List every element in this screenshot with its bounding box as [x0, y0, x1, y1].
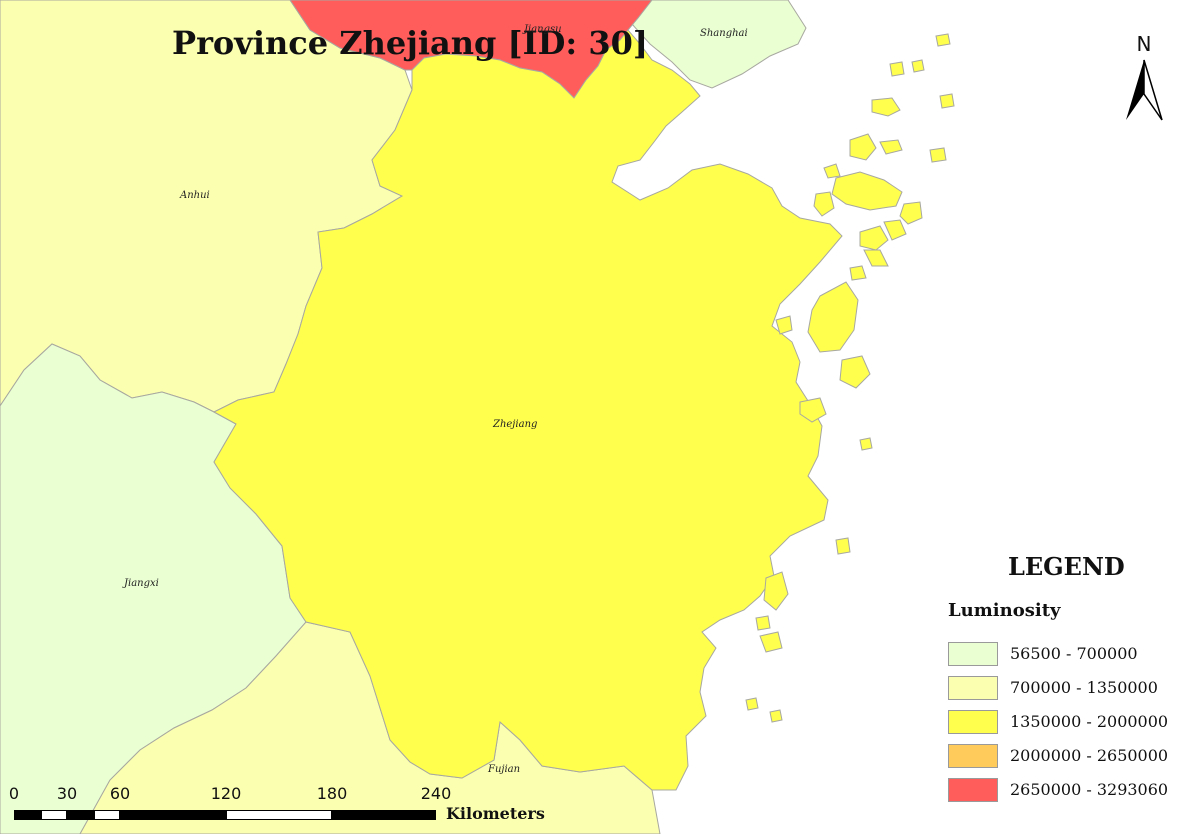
legend-swatch: [948, 642, 998, 666]
legend-label: 2650000 - 3293060: [1010, 780, 1169, 799]
scale-tick-label: 120: [210, 784, 242, 803]
scale-bar: 0 30 60 120 180 240 Kilometers: [8, 784, 568, 824]
legend-item: 700000 - 1350000: [948, 676, 1188, 702]
label-jiangsu: Jiangsu: [524, 24, 562, 35]
legend-label: 56500 - 700000: [1010, 644, 1138, 663]
legend-item: 1350000 - 2000000: [948, 710, 1188, 736]
scale-segment: [41, 810, 67, 820]
legend-item: 2000000 - 2650000: [948, 744, 1188, 770]
scale-segment: [332, 810, 436, 820]
north-arrow-label: N: [1136, 32, 1152, 56]
legend-swatch: [948, 676, 998, 700]
legend-swatch: [948, 744, 998, 768]
label-anhui: Anhui: [180, 190, 210, 201]
scale-segment: [94, 810, 120, 820]
legend-swatch: [948, 710, 998, 734]
label-fujian: Fujian: [488, 764, 521, 775]
north-arrow: N: [1122, 32, 1166, 124]
scale-tick-label: 30: [56, 784, 78, 803]
scale-tick-label: 180: [316, 784, 348, 803]
scale-segment: [120, 810, 226, 820]
legend-label: 2000000 - 2650000: [1010, 746, 1169, 765]
legend-subtitle: Luminosity: [948, 600, 1061, 621]
scale-unit-label: Kilometers: [446, 804, 545, 823]
legend-item: 2650000 - 3293060: [948, 778, 1188, 804]
scale-tick-label: 60: [109, 784, 131, 803]
legend-label: 1350000 - 2000000: [1010, 712, 1169, 731]
scale-segment: [67, 810, 94, 820]
scale-segment: [14, 810, 41, 820]
label-zhejiang: Zhejiang: [493, 419, 538, 430]
scale-segment: [226, 810, 332, 820]
legend-item: 56500 - 700000: [948, 642, 1188, 668]
label-shanghai: Shanghai: [700, 28, 748, 39]
zhoushan-islands: [745, 33, 955, 723]
region-zhejiang[interactable]: [212, 29, 843, 791]
scale-tick-label: 0: [8, 784, 20, 803]
region-shanghai[interactable]: [629, 0, 807, 89]
map-title: Province Zhejiang [ID: 30]: [172, 24, 648, 62]
scale-tick-label: 240: [420, 784, 452, 803]
north-arrow-icon: [1126, 59, 1163, 121]
legend-title: LEGEND: [1008, 552, 1125, 581]
legend-label: 700000 - 1350000: [1010, 678, 1158, 697]
legend-swatch: [948, 778, 998, 802]
label-jiangxi: Jiangxi: [124, 578, 159, 589]
